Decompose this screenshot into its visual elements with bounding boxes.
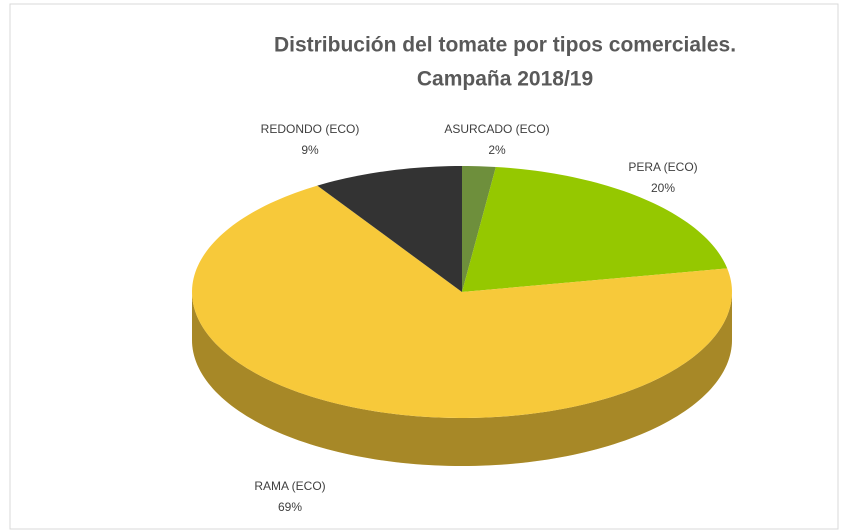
chart-title: Distribución del tomate por tipos comerc… [274, 34, 736, 57]
slice-label: ASURCADO (ECO) [444, 122, 549, 136]
slice-value-label: 2% [488, 143, 506, 157]
slice-side-shade [192, 292, 732, 466]
slice-label: PERA (ECO) [628, 160, 697, 174]
slice [192, 185, 732, 418]
slice [317, 166, 462, 292]
slice-side [192, 292, 732, 466]
slice-label: REDONDO (ECO) [261, 122, 360, 136]
slice-label: RAMA (ECO) [254, 479, 325, 493]
chart-title: Campaña 2018/19 [417, 68, 593, 91]
slice [462, 166, 496, 292]
slice-value-label: 69% [278, 500, 302, 514]
slice-value-label: 9% [301, 143, 319, 157]
slice-value-label: 20% [651, 181, 675, 195]
slice [462, 166, 728, 292]
